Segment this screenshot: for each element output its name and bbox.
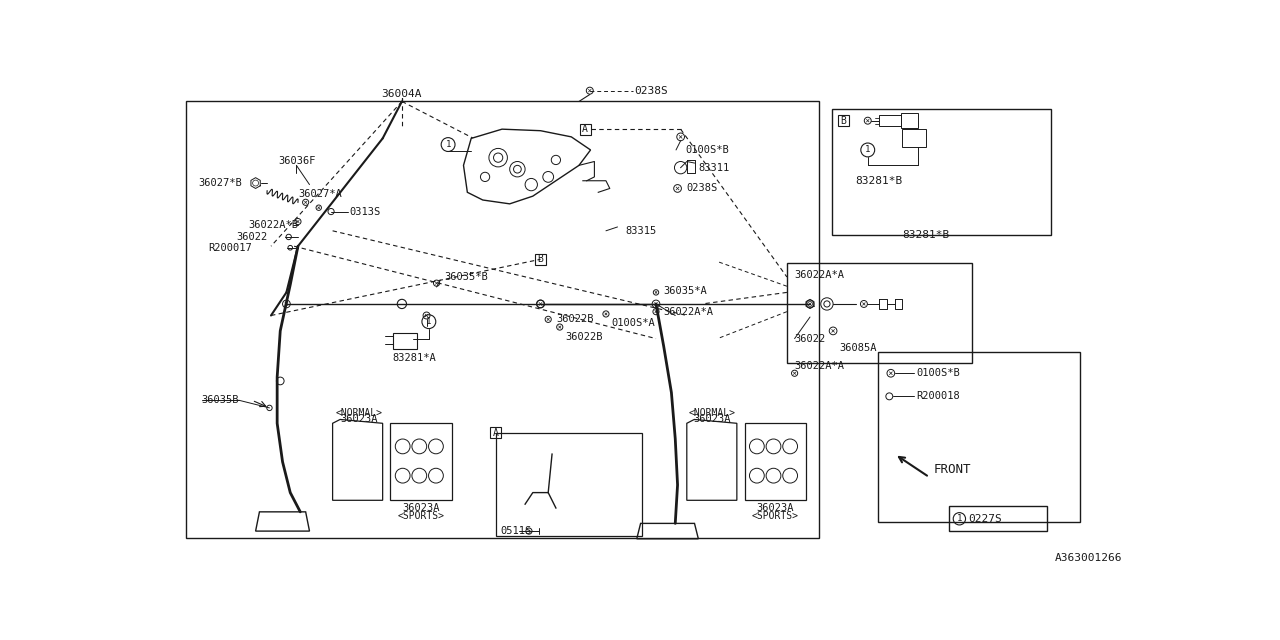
Text: 36022: 36022	[237, 232, 268, 242]
Polygon shape	[463, 129, 590, 204]
Text: 0100S*A: 0100S*A	[612, 318, 655, 328]
Polygon shape	[333, 419, 383, 500]
Text: 36022A*B: 36022A*B	[248, 220, 298, 230]
Text: 36004A: 36004A	[381, 89, 422, 99]
Text: 36085A: 36085A	[840, 343, 877, 353]
Polygon shape	[256, 512, 310, 531]
Polygon shape	[687, 419, 737, 500]
Text: 36036F: 36036F	[279, 157, 316, 166]
Polygon shape	[636, 524, 699, 539]
Text: 83281*B: 83281*B	[902, 230, 950, 239]
Bar	[901, 113, 918, 129]
Polygon shape	[745, 423, 806, 500]
Bar	[393, 333, 417, 349]
Text: 83311: 83311	[699, 163, 730, 173]
Text: 36035*B: 36035*B	[444, 272, 488, 282]
Bar	[580, 124, 590, 134]
Bar	[948, 506, 1047, 531]
Bar	[832, 109, 1051, 235]
Text: 36022B: 36022B	[566, 332, 603, 342]
Text: <SPORTS>: <SPORTS>	[398, 511, 444, 521]
Text: R200017: R200017	[207, 243, 252, 253]
Bar	[490, 427, 502, 438]
Text: 0100S*B: 0100S*B	[685, 145, 730, 155]
Text: 36023A: 36023A	[694, 415, 731, 424]
Text: A: A	[493, 428, 499, 438]
Text: FRONT: FRONT	[933, 463, 970, 476]
Text: 36022A*A: 36022A*A	[795, 271, 845, 280]
Text: 0511S: 0511S	[500, 526, 531, 536]
Bar	[187, 101, 819, 538]
Text: 36023A: 36023A	[402, 503, 440, 513]
Bar	[787, 263, 972, 364]
Text: 36023A: 36023A	[340, 415, 379, 424]
Text: 36027*A: 36027*A	[298, 189, 342, 199]
Text: B: B	[840, 116, 846, 125]
Text: 1: 1	[445, 140, 451, 149]
Bar	[837, 115, 849, 126]
Text: A: A	[582, 124, 588, 134]
Text: A363001266: A363001266	[1055, 553, 1121, 563]
Text: 36022A*A: 36022A*A	[664, 307, 714, 317]
Text: 83315: 83315	[625, 226, 657, 236]
Text: 83281*A: 83281*A	[393, 353, 436, 363]
Text: <SPORTS>: <SPORTS>	[751, 511, 799, 521]
Text: 36035*A: 36035*A	[664, 286, 708, 296]
Text: 36035B: 36035B	[202, 395, 239, 405]
Bar	[878, 353, 1079, 522]
Bar	[879, 115, 901, 126]
Text: R200018: R200018	[916, 391, 960, 401]
Text: 0238S: 0238S	[635, 86, 668, 95]
Text: 1: 1	[865, 145, 870, 154]
Text: <NORMAL>: <NORMAL>	[337, 408, 383, 419]
Text: 0227S: 0227S	[969, 514, 1002, 524]
Bar	[495, 433, 643, 536]
Text: 83281*B: 83281*B	[855, 176, 902, 186]
Text: 0238S: 0238S	[687, 184, 718, 193]
Text: 36023A: 36023A	[756, 503, 794, 513]
Text: B: B	[538, 254, 544, 264]
Text: 1: 1	[956, 515, 963, 524]
Text: 1: 1	[426, 317, 431, 326]
Text: 36022: 36022	[795, 333, 826, 344]
Text: 36022A*A: 36022A*A	[795, 360, 845, 371]
Text: <NORMAL>: <NORMAL>	[689, 408, 736, 419]
Text: 0100S*B: 0100S*B	[916, 368, 960, 378]
Text: 36027*B: 36027*B	[198, 178, 242, 188]
Text: 0313S: 0313S	[349, 207, 380, 216]
Bar	[902, 129, 925, 147]
Polygon shape	[390, 423, 452, 500]
Bar	[535, 254, 545, 265]
Text: 36022B: 36022B	[556, 314, 594, 324]
